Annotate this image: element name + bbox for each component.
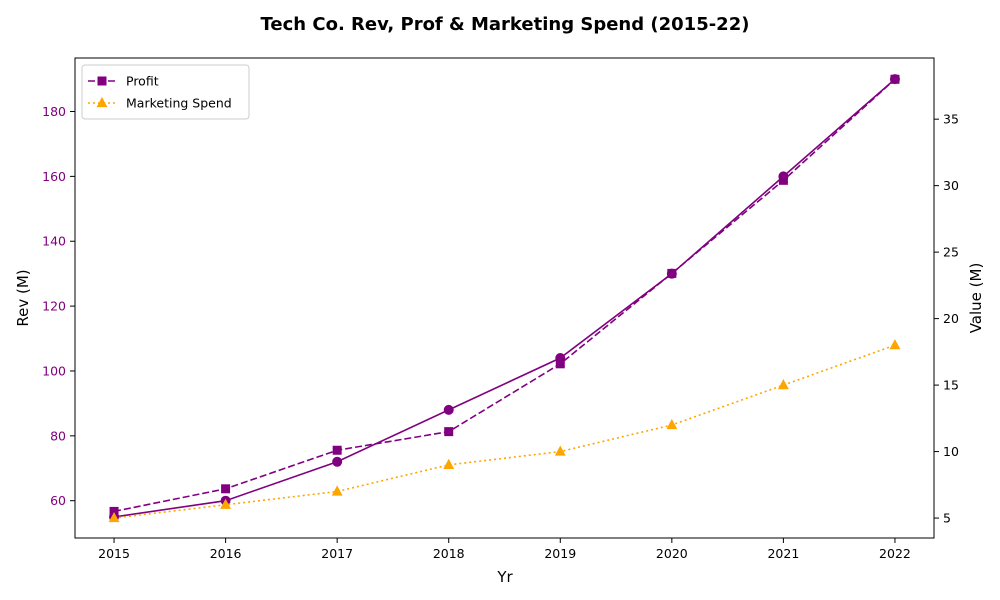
series-2-point [332,445,342,455]
right-y-tick-label: 20 [943,311,959,326]
series-3-point [443,458,455,469]
series-3-point [666,418,678,430]
left-y-tick-label: 180 [42,104,66,119]
x-axis: 2015 2016 2017 2018 2019 2020 2021 2022 [98,538,911,561]
series-2-point [667,268,677,278]
x-tick-label: 2022 [879,546,911,561]
series-line-2 [113,78,896,513]
x-tick-label: 2017 [321,546,353,561]
right-y-tick-label: 15 [943,378,959,393]
series-3-point [108,511,120,523]
plot-area [108,74,901,523]
legend-marker [96,96,108,108]
x-axis-label: Yr [496,568,513,586]
left-y-tick-label: 160 [42,169,66,184]
left-y-axis: 60 80 100 120 140 160 180 [42,104,75,508]
series-3-point [889,339,901,350]
series-2-point [444,427,454,437]
x-tick-label: 2018 [433,546,465,561]
left-y-axis-label: Rev (M) [14,269,32,326]
series-1-point [443,404,454,415]
series-2-point [890,74,900,84]
right-y-tick-label: 30 [943,178,959,193]
series-line-1 [113,78,896,518]
left-y-tick-label: 100 [42,363,66,378]
x-tick-label: 2019 [544,546,576,561]
series-2-point [778,175,788,185]
series-line-3 [113,344,896,519]
legend-label: Marketing Spend [126,96,232,111]
series-2-point [555,359,565,369]
series-2-point [221,484,231,494]
series-3-point [331,485,343,496]
right-y-axis-label: Value (M) [967,263,985,334]
series-3-point [554,445,566,456]
x-tick-label: 2016 [210,546,242,561]
left-y-tick-label: 80 [50,428,66,443]
right-y-axis: 5 10 15 20 25 30 35 [934,112,959,526]
legend-marker [97,76,107,86]
left-y-tick-label: 120 [42,299,66,314]
legend: Profit Marketing Spend [81,64,250,120]
series-3-point [220,498,232,509]
right-y-tick-label: 25 [943,245,959,260]
legend-label: Profit [126,74,159,89]
x-tick-label: 2020 [656,546,688,561]
right-y-tick-label: 35 [943,112,959,127]
legend-box [81,64,250,120]
right-y-tick-label: 10 [943,444,959,459]
x-tick-label: 2021 [767,546,799,561]
left-y-tick-label: 60 [50,493,66,508]
right-y-tick-label: 5 [943,511,951,526]
plot-frame [74,57,935,539]
left-y-tick-label: 140 [42,234,66,249]
x-tick-label: 2015 [98,546,130,561]
chart-title: Tech Co. Rev, Prof & Marketing Spend (20… [261,14,750,35]
series-3-point [777,379,789,390]
series-1-point [332,456,343,467]
